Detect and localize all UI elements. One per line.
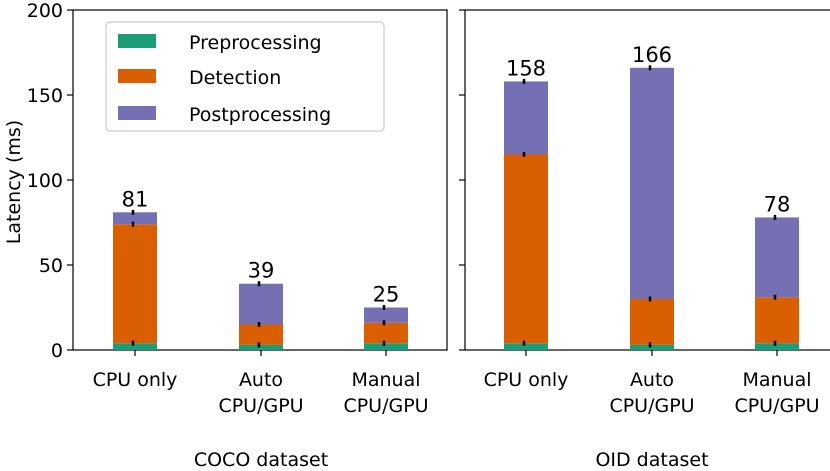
dataset-label-oid: OID dataset [595,449,708,471]
bar-segment-preprocessing [504,343,548,350]
bar-total-label: 25 [373,283,400,307]
bar-segment-detection [239,324,283,345]
category-label: Manual [742,369,811,391]
bar-segment-detection [113,224,157,344]
category-label-line2: CPU/GPU [609,395,694,417]
category-label: Auto [239,369,283,391]
category-label-line2: CPU/GPU [734,395,819,417]
y-tick-label: 0 [51,340,63,362]
bar-segment-postprocessing [630,67,674,299]
bar-segment-detection [630,299,674,345]
y-tick-label: 150 [27,85,63,107]
category-label-line2: CPU/GPU [343,395,428,417]
legend-swatch-preprocessing [118,34,156,48]
legend-label-postprocessing: Postprocessing [189,104,331,126]
bar-segment-postprocessing [364,307,408,323]
bar-total-label: 158 [506,56,546,80]
bar-total-label: 81 [122,187,149,211]
category-label: CPU only [484,369,569,391]
dataset-label-coco: COCO dataset [194,449,328,471]
legend-swatch-detection [118,69,156,83]
bar-total-label: 166 [632,43,672,67]
legend-label-detection: Detection [189,67,281,89]
bar-segment-postprocessing [504,81,548,155]
bar-segment-detection [504,154,548,344]
y-tick-label: 50 [39,255,63,277]
category-label: Manual [351,369,420,391]
legend-swatch-postprocessing [118,106,156,120]
bar-segment-preprocessing [113,343,157,350]
bar-segment-detection [755,297,799,344]
panel-coco: 0 50 100 150 200 81 CPU only 39 Auto CPU/GPU 25 Man… [27,0,448,417]
category-label: Auto [630,369,674,391]
bar-segment-preprocessing [364,343,408,350]
legend-frame [105,21,385,132]
y-tick-label: 100 [27,170,63,192]
bar-segment-preprocessing [239,344,283,350]
bar-total-label: 78 [764,192,791,216]
panel-oid: 158 CPU only 166 Auto CPU/GPU 78 Manual CPU/GPU [459,9,830,417]
bar-segment-postprocessing [755,217,799,298]
bar-segment-detection [364,322,408,344]
bar-segment-preprocessing [755,343,799,350]
bar-segment-preprocessing [630,344,674,350]
y-tick-label: 200 [27,0,63,22]
y-axis-label: Latency (ms) [3,120,25,244]
bar-segment-postprocessing [113,212,157,225]
bar-segment-postprocessing [239,283,283,325]
category-label: CPU only [93,369,178,391]
legend: Preprocessing Detection Postprocessing [105,21,385,132]
bar-total-label: 39 [248,259,275,283]
category-label-line2: CPU/GPU [218,395,303,417]
legend-label-preprocessing: Preprocessing [189,32,322,54]
